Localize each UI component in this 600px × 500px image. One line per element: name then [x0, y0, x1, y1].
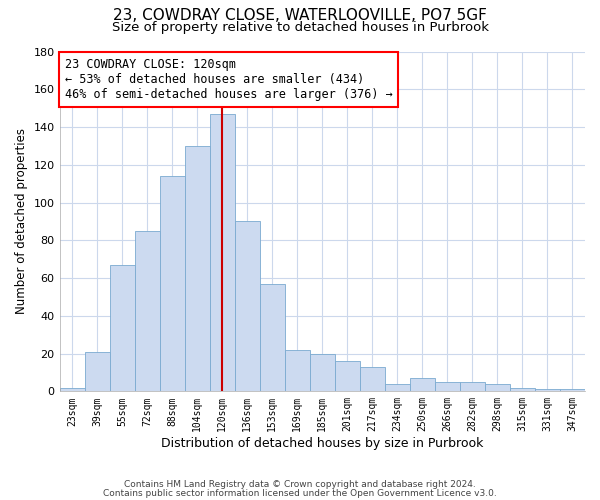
Bar [385, 384, 410, 392]
Bar [209, 114, 235, 392]
Y-axis label: Number of detached properties: Number of detached properties [15, 128, 28, 314]
Bar [85, 352, 110, 392]
Bar [235, 222, 260, 392]
Bar [560, 390, 585, 392]
Text: Contains HM Land Registry data © Crown copyright and database right 2024.: Contains HM Land Registry data © Crown c… [124, 480, 476, 489]
Text: 23, COWDRAY CLOSE, WATERLOOVILLE, PO7 5GF: 23, COWDRAY CLOSE, WATERLOOVILLE, PO7 5G… [113, 8, 487, 22]
Bar [134, 231, 160, 392]
Bar [435, 382, 460, 392]
Bar [260, 284, 285, 392]
Text: Size of property relative to detached houses in Purbrook: Size of property relative to detached ho… [112, 21, 488, 34]
Text: 23 COWDRAY CLOSE: 120sqm
← 53% of detached houses are smaller (434)
46% of semi-: 23 COWDRAY CLOSE: 120sqm ← 53% of detach… [65, 58, 392, 102]
Bar [535, 390, 560, 392]
Bar [335, 361, 360, 392]
Bar [185, 146, 209, 392]
Bar [485, 384, 510, 392]
Bar [310, 354, 335, 392]
Bar [510, 388, 535, 392]
Bar [110, 265, 134, 392]
Bar [59, 388, 85, 392]
Bar [460, 382, 485, 392]
Text: Contains public sector information licensed under the Open Government Licence v3: Contains public sector information licen… [103, 489, 497, 498]
X-axis label: Distribution of detached houses by size in Purbrook: Distribution of detached houses by size … [161, 437, 484, 450]
Bar [160, 176, 185, 392]
Bar [360, 367, 385, 392]
Bar [285, 350, 310, 392]
Bar [410, 378, 435, 392]
